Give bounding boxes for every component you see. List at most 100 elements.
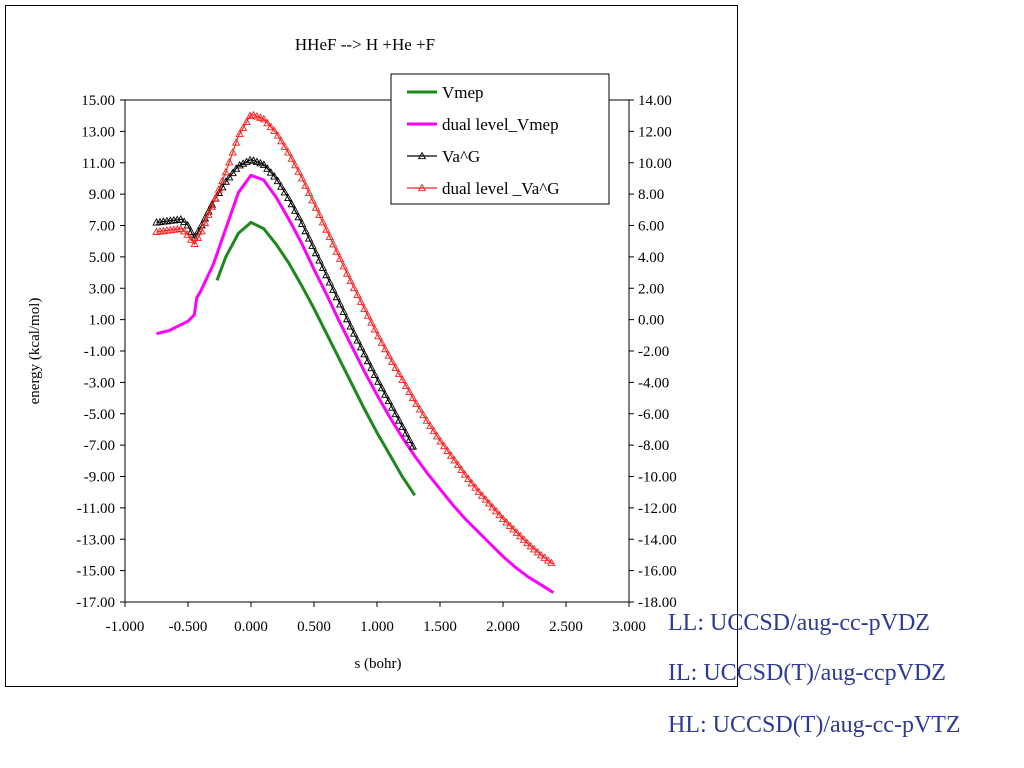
series-marker-2: [360, 349, 369, 358]
series-marker-3: [297, 173, 307, 182]
series-marker-3: [256, 113, 265, 121]
series-marker-3: [363, 311, 373, 319]
series-marker-2: [249, 156, 258, 164]
x-tick-label: 2.500: [549, 619, 583, 635]
y2-tick-label: -4.00: [638, 375, 669, 391]
series-marker-2: [408, 441, 418, 450]
y-tick-label: -11.00: [77, 501, 115, 517]
series-marker-2: [266, 168, 276, 176]
chart-frame: HHeF --> H +He +F 15.00 13.00 11.00 9.00 7.00…: [5, 5, 738, 687]
series-marker-3: [235, 129, 244, 138]
series-marker-3: [443, 446, 452, 454]
series-marker-3: [349, 283, 359, 292]
series-marker-3: [426, 421, 435, 429]
series-marker-3: [277, 136, 286, 145]
series-marker-3: [387, 357, 397, 365]
series-marker-3: [536, 550, 546, 559]
series-marker-3: [471, 483, 480, 491]
legend-label-1: dual level_Vmep: [442, 115, 559, 134]
chart-title: HHeF --> H +He +F: [295, 35, 435, 54]
y-tick-label: 15.00: [81, 93, 115, 109]
series-marker-2: [349, 329, 359, 337]
series-marker-3: [408, 393, 418, 402]
series-marker-3: [329, 239, 338, 248]
series-marker-3: [526, 541, 535, 550]
series-marker-3: [332, 247, 341, 255]
y-tick-label: -9.00: [84, 470, 115, 486]
series-marker-3: [505, 521, 515, 529]
x-tick-label: 2.000: [486, 619, 520, 635]
x-tick-label: -1.000: [106, 619, 145, 635]
series-marker-3: [176, 224, 185, 232]
series-marker-3: [405, 387, 414, 396]
series-marker-3: [488, 502, 497, 511]
series-marker-3: [523, 538, 532, 547]
series-marker-2: [339, 307, 348, 315]
y2-tick-label: -16.00: [638, 564, 677, 580]
series-marker-2: [304, 234, 314, 242]
x-tick-label: -0.500: [169, 619, 208, 635]
series-marker-3: [308, 195, 317, 204]
y2-tick-label: -14.00: [638, 532, 677, 548]
series-marker-3: [436, 436, 445, 445]
series-marker-3: [495, 510, 504, 519]
series-marker-3: [315, 210, 324, 219]
series-marker-3: [394, 369, 404, 377]
y2-tick-label: -8.00: [638, 438, 669, 454]
series-marker-2: [398, 422, 407, 431]
series-marker-2: [329, 285, 338, 293]
series-marker-3: [533, 547, 542, 556]
series-marker-2: [370, 370, 379, 379]
series-marker-2: [297, 219, 307, 227]
series-marker-3: [238, 123, 248, 132]
series-marker-2: [284, 193, 293, 201]
series-marker-3: [232, 138, 241, 146]
series-marker-2: [322, 270, 331, 279]
legend-label-3: dual level _Va^G: [442, 179, 560, 198]
series-marker-3: [498, 514, 508, 523]
series-marker-3: [249, 110, 258, 119]
series-marker-3: [335, 254, 345, 263]
series-marker-3: [183, 230, 192, 238]
series-marker-3: [197, 226, 206, 235]
series-marker-2: [238, 159, 248, 167]
series-marker-3: [322, 225, 331, 233]
series-marker-3: [519, 535, 528, 543]
series-marker-3: [266, 122, 276, 131]
series-marker-2: [263, 164, 272, 172]
series-marker-3: [543, 556, 553, 564]
series-marker-3: [200, 218, 210, 227]
series-marker-2: [405, 435, 414, 444]
y-tick-label: -3.00: [84, 375, 115, 391]
series-marker-2: [280, 187, 289, 196]
legend-box: [390, 73, 610, 205]
series-marker-3: [367, 318, 376, 326]
series-marker-3: [311, 203, 321, 211]
y2-tick-label: 0.00: [638, 313, 664, 329]
series-marker-3: [491, 506, 501, 515]
series-marker-3: [512, 528, 522, 536]
series-marker-3: [374, 331, 383, 340]
series-marker-3: [419, 410, 428, 419]
series-marker-2: [377, 383, 386, 392]
series-marker-3: [318, 217, 327, 226]
y-tick-label: 11.00: [82, 156, 115, 172]
series-marker-3: [453, 460, 463, 469]
series-line-2: [156, 158, 416, 451]
series-marker-3: [460, 470, 470, 478]
level-note-il: IL: UCCSD(T)/aug-ccpVDZ: [668, 660, 946, 686]
line-chart: HHeF --> H +He +F 15.00 13.00 11.00 9.00 7.00…: [27, 35, 677, 672]
y-tick-label: -13.00: [76, 532, 115, 548]
series-marker-3: [509, 524, 518, 533]
series-marker-3: [433, 431, 442, 440]
series-line-3: [156, 113, 554, 565]
series-marker-2: [273, 176, 282, 185]
series-marker-3: [342, 269, 352, 277]
series-marker-3: [530, 544, 539, 553]
series-marker-2: [346, 322, 355, 330]
series-marker-2: [342, 314, 352, 323]
series-marker-2: [252, 157, 262, 166]
x-tick-label: 1.000: [360, 619, 394, 635]
series-marker-2: [218, 182, 227, 191]
y-tick-label: 9.00: [89, 187, 115, 203]
